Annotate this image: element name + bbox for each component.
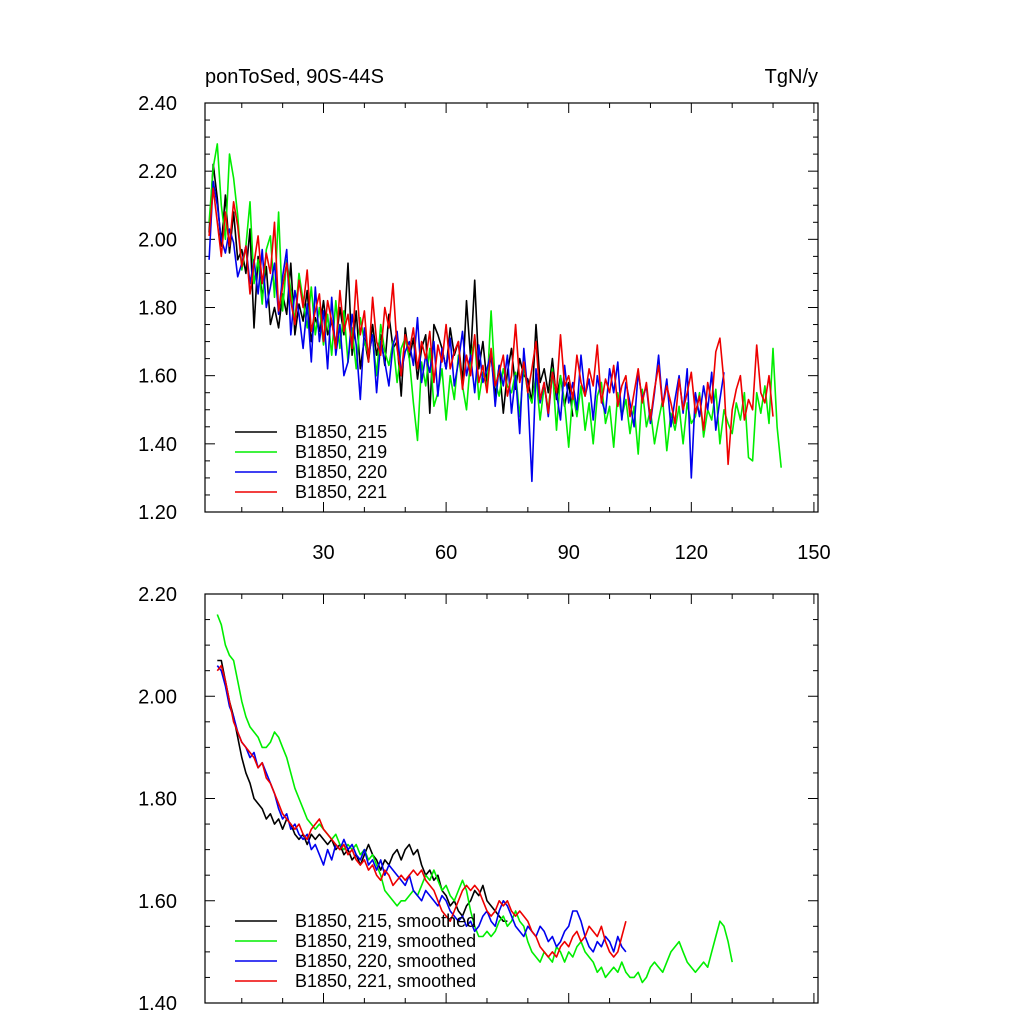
x-tick-label: 30 xyxy=(312,542,334,564)
y-tick-label: 1.40 xyxy=(138,993,177,1015)
x-tick-label: 60 xyxy=(435,542,457,564)
y-tick-label: 2.40 xyxy=(138,93,177,115)
legend-label: B1850, 221, smoothed xyxy=(295,971,476,991)
y-tick-label: 2.00 xyxy=(138,229,177,251)
series-layer xyxy=(216,614,733,984)
top-panel: ponToSed, 90S-44S TgN/y 1.20 1.40 1.60 1.80 2.… xyxy=(138,66,831,564)
y-tick-label: 1.20 xyxy=(138,502,177,524)
y-tick-label: 1.40 xyxy=(138,434,177,456)
legend-label: B1850, 215 xyxy=(295,422,387,442)
series-layer xyxy=(208,143,782,483)
y-tick-label: 1.80 xyxy=(138,298,177,320)
legend-label: B1850, 221 xyxy=(295,482,387,502)
legend-label: B1850, 220, smoothed xyxy=(295,951,476,971)
series-line-3 xyxy=(216,665,627,953)
series-line-1 xyxy=(208,163,574,417)
y-tick-label: 2.20 xyxy=(138,161,177,183)
series-line-1 xyxy=(217,659,508,923)
legend-label: B1850, 219 xyxy=(295,442,387,462)
chart-title-left: ponToSed, 90S-44S xyxy=(205,66,384,88)
series-line-4 xyxy=(208,187,774,466)
y-tick-label: 2.00 xyxy=(138,686,177,708)
chart-title-right: TgN/y xyxy=(765,66,818,88)
series-line-4 xyxy=(216,664,627,958)
plot-frame xyxy=(204,102,819,513)
plot-frame xyxy=(204,593,819,1004)
y-tick-label: 1.80 xyxy=(138,789,177,811)
x-tick-label: 150 xyxy=(797,542,830,564)
series-line-2 xyxy=(216,614,733,984)
series-line-3 xyxy=(208,180,725,483)
legend-label: B1850, 220 xyxy=(295,462,387,482)
y-tick-label: 2.20 xyxy=(138,584,177,606)
y-tick-label: 1.60 xyxy=(138,366,177,388)
legend-label: B1850, 219, smoothed xyxy=(295,931,476,951)
y-tick-label: 1.60 xyxy=(138,891,177,913)
x-tick-label: 90 xyxy=(558,542,580,564)
bottom-panel: 1.40 1.60 1.80 2.00 2.20 B1850, 215, smoothed… xyxy=(138,584,819,1015)
x-tick-label: 120 xyxy=(675,542,708,564)
legend-label: B1850, 215, smoothed xyxy=(295,911,476,931)
series-line-2 xyxy=(208,143,782,468)
